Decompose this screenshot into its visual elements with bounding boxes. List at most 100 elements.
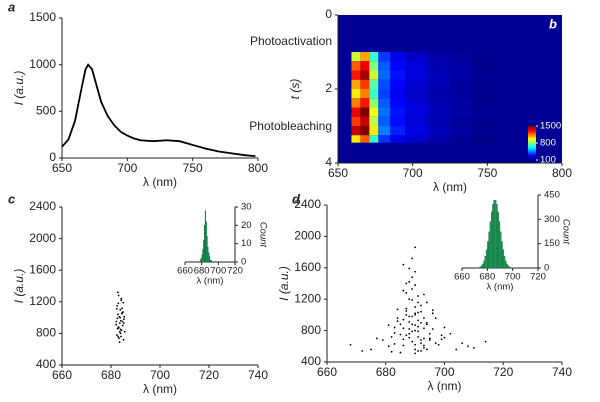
histogram-bar	[209, 256, 211, 263]
scatter-point	[420, 304, 422, 307]
colorbar-step	[528, 139, 536, 141]
colorbar-step	[528, 128, 536, 130]
heatmap-cell	[390, 70, 406, 80]
scatter-point	[115, 320, 118, 323]
scatter-point	[423, 317, 425, 319]
histogram-bar	[485, 249, 488, 269]
heatmap-cell	[427, 126, 450, 136]
colorbar-step	[528, 138, 536, 140]
colorbar-step	[528, 144, 536, 146]
y-axis-label: I (a.u.)	[277, 266, 291, 301]
x-tick-label: 700	[434, 365, 454, 379]
scatter-point	[396, 320, 399, 323]
x-tick-label: 720	[199, 368, 219, 382]
heatmap-cell	[378, 98, 391, 108]
scatter-point	[425, 301, 428, 304]
heatmap-cell	[378, 61, 391, 71]
x-axis-label: λ (nm)	[143, 175, 177, 189]
y-tick-label: 1200	[29, 294, 56, 308]
scatter-point	[414, 343, 417, 346]
colorbar-step	[528, 132, 536, 134]
scatter-point	[414, 306, 417, 308]
y-axis-label: Count	[257, 222, 268, 248]
colorbar-step	[528, 126, 536, 128]
heatmap-cell	[369, 116, 379, 126]
heatmap-cell	[450, 116, 473, 126]
heatmap-cell	[369, 61, 379, 71]
heatmap-cell	[450, 126, 473, 136]
scatter-point	[428, 332, 431, 335]
x-tick-label: 750	[183, 161, 203, 175]
scatter-point	[434, 317, 437, 319]
x-axis-label: λ (nm)	[428, 379, 462, 393]
heatmap-cell	[351, 116, 361, 126]
scatter-point	[420, 339, 422, 341]
colorbar-step	[528, 147, 536, 149]
x-tick-label: 750	[477, 166, 497, 180]
scatter-point	[402, 263, 405, 266]
scatter-point	[399, 333, 402, 336]
heatmap-cell	[427, 89, 450, 99]
y-tick-label: 0	[49, 150, 56, 164]
scatter-point	[423, 293, 425, 296]
scatter-point	[425, 348, 428, 351]
colorbar-step	[528, 133, 536, 135]
colorbar-step	[528, 148, 536, 150]
scatter-point	[408, 332, 411, 335]
histogram-bar	[479, 266, 482, 269]
scatter-point	[390, 350, 393, 353]
scatter-point	[115, 334, 118, 336]
histogram-bar	[498, 221, 501, 269]
heatmap-cell	[405, 107, 428, 117]
x-axis-label: λ (nm)	[487, 282, 514, 293]
scatter-point	[408, 315, 411, 318]
scatter-point	[122, 322, 125, 325]
x-tick-label: 680	[376, 365, 396, 379]
scatter-point	[411, 323, 414, 326]
scatter-point	[376, 337, 378, 340]
y-axis-label: t (s)	[288, 79, 302, 100]
scatter-point	[393, 332, 396, 334]
heatmap-cell	[427, 107, 450, 117]
scatter-point	[402, 327, 405, 330]
y-tick-label: 1000	[29, 57, 56, 71]
heatmap-cell	[472, 126, 495, 136]
scatter-point	[443, 336, 446, 339]
heatmap-cell	[405, 52, 428, 62]
scatter-point	[414, 284, 417, 286]
scatter-point	[117, 326, 120, 329]
scatter-point	[121, 320, 124, 323]
heatmap-cell	[450, 98, 473, 108]
histogram-bar	[490, 211, 493, 269]
scatter-point	[405, 314, 408, 316]
heatmap-cell	[351, 107, 361, 117]
heatmap-cell	[351, 52, 361, 62]
scatter-point	[120, 297, 123, 300]
heatmap-cell	[472, 116, 495, 126]
heatmap-cell	[450, 107, 473, 117]
heatmap-cell	[450, 70, 473, 80]
colorbar-step	[528, 136, 536, 138]
heatmap-cell	[405, 89, 428, 99]
y-tick-label: 400	[36, 357, 56, 371]
scatter-point	[390, 335, 393, 338]
y-tick-label: 0	[241, 257, 246, 268]
heatmap-cell	[351, 135, 361, 143]
colorbar-label: 800	[540, 138, 556, 149]
scatter-point	[414, 324, 417, 327]
heatmap-cell	[360, 89, 370, 99]
heatmap-cell	[390, 116, 406, 126]
scatter-point	[414, 348, 417, 351]
scatter-point	[420, 310, 422, 313]
scatter-point	[381, 339, 384, 341]
y-axis-label: I (a.u.)	[12, 269, 26, 304]
scatter-point	[417, 311, 419, 314]
x-tick-label: 680	[101, 368, 121, 382]
colorbar-label: 1500	[540, 121, 561, 132]
scatter-point	[417, 335, 419, 338]
x-tick-label: 700	[150, 368, 170, 382]
x-tick-label: 680	[194, 266, 210, 277]
x-tick-label: 680	[479, 272, 495, 283]
x-tick-label: 720	[493, 365, 513, 379]
heatmap-cell	[472, 79, 495, 89]
